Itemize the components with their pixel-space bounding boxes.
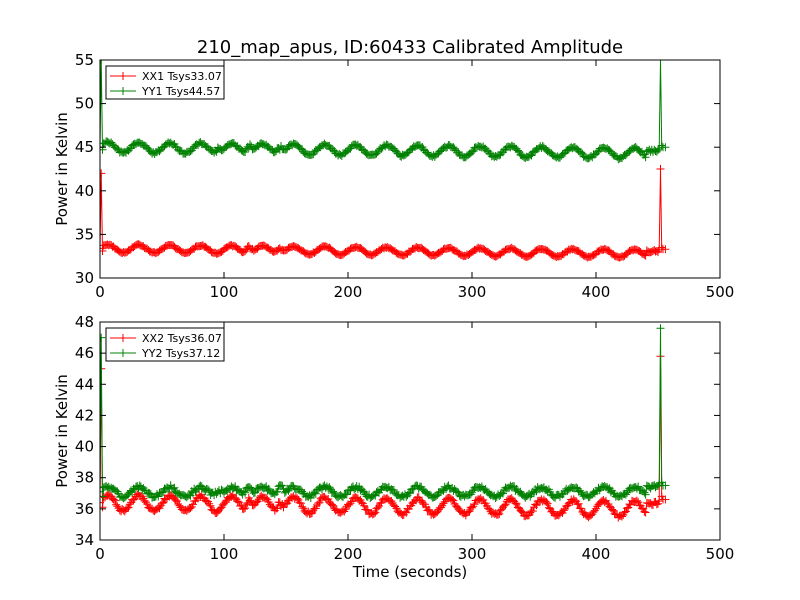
- legend-marker: [119, 349, 127, 357]
- x-tick-label: 200: [334, 545, 363, 563]
- y-tick-label: 40: [75, 438, 94, 456]
- y-axis-label: Power in Kelvin: [53, 374, 71, 488]
- x-tick-label: 0: [95, 283, 105, 301]
- x-tick-label: 500: [706, 283, 735, 301]
- y-tick-label: 40: [75, 182, 94, 200]
- y-tick-label: 50: [75, 95, 94, 113]
- plot-area: [100, 324, 670, 522]
- legend-label: YY2 Tsys37.12: [141, 347, 220, 360]
- chart-title: 210_map_apus, ID:60433 Calibrated Amplit…: [197, 37, 623, 58]
- series-markers-XX2: [100, 352, 670, 522]
- x-tick-label: 400: [582, 545, 611, 563]
- bottom-axes: 0 100 200 300 400 500 34 36 38 40 42 44 46 48 Power in…: [53, 313, 734, 581]
- legend: XX2 Tsys36.07 YY2 Tsys37.12: [105, 327, 225, 362]
- y-tick-label: 35: [75, 225, 94, 243]
- x-tick-label: 100: [210, 283, 239, 301]
- legend-marker: [119, 87, 127, 95]
- y-tick-label: 46: [75, 344, 94, 362]
- y-tick-label: 30: [75, 269, 94, 287]
- y-tick-label: 38: [75, 469, 94, 487]
- y-tick-label: 48: [75, 313, 94, 331]
- x-tick-label: 500: [706, 545, 735, 563]
- x-tick-label: 100: [210, 545, 239, 563]
- legend-box: [105, 65, 225, 100]
- x-tick-label: 0: [95, 545, 105, 563]
- y-axis-label: Power in Kelvin: [53, 112, 71, 226]
- legend: XX1 Tsys33.07 YY1 Tsys44.57: [105, 65, 225, 100]
- y-tick-label: 34: [75, 531, 94, 549]
- x-tick-label: 300: [458, 545, 487, 563]
- legend-marker: [119, 334, 127, 342]
- axes-frame: [99, 59, 721, 279]
- legend-box: [105, 327, 225, 362]
- y-tick-label: 45: [75, 138, 94, 156]
- y-tick-label: 42: [75, 406, 94, 424]
- x-tick-label: 300: [458, 283, 487, 301]
- axes-frame: [99, 321, 721, 541]
- y-tick-label: 44: [75, 375, 94, 393]
- x-tick-label: 200: [334, 283, 363, 301]
- top-axes: 0 100 200 300 400 500 30 35 40 45 50 55 Power in Kel…: [53, 51, 734, 301]
- legend-label: XX1 Tsys33.07: [142, 70, 222, 83]
- legend-label: XX2 Tsys36.07: [142, 332, 222, 345]
- x-tick-label: 400: [582, 283, 611, 301]
- legend-marker: [119, 72, 127, 80]
- legend-label: YY1 Tsys44.57: [141, 85, 220, 98]
- series-markers-YY1: [100, 60, 670, 164]
- series-markers-YY2: [100, 324, 670, 503]
- plot-area: [100, 60, 670, 262]
- y-tick-label: 36: [75, 500, 94, 518]
- series-markers-XX1: [100, 165, 670, 262]
- y-tick-label: 55: [75, 51, 94, 69]
- x-axis-label: Time (seconds): [352, 563, 468, 581]
